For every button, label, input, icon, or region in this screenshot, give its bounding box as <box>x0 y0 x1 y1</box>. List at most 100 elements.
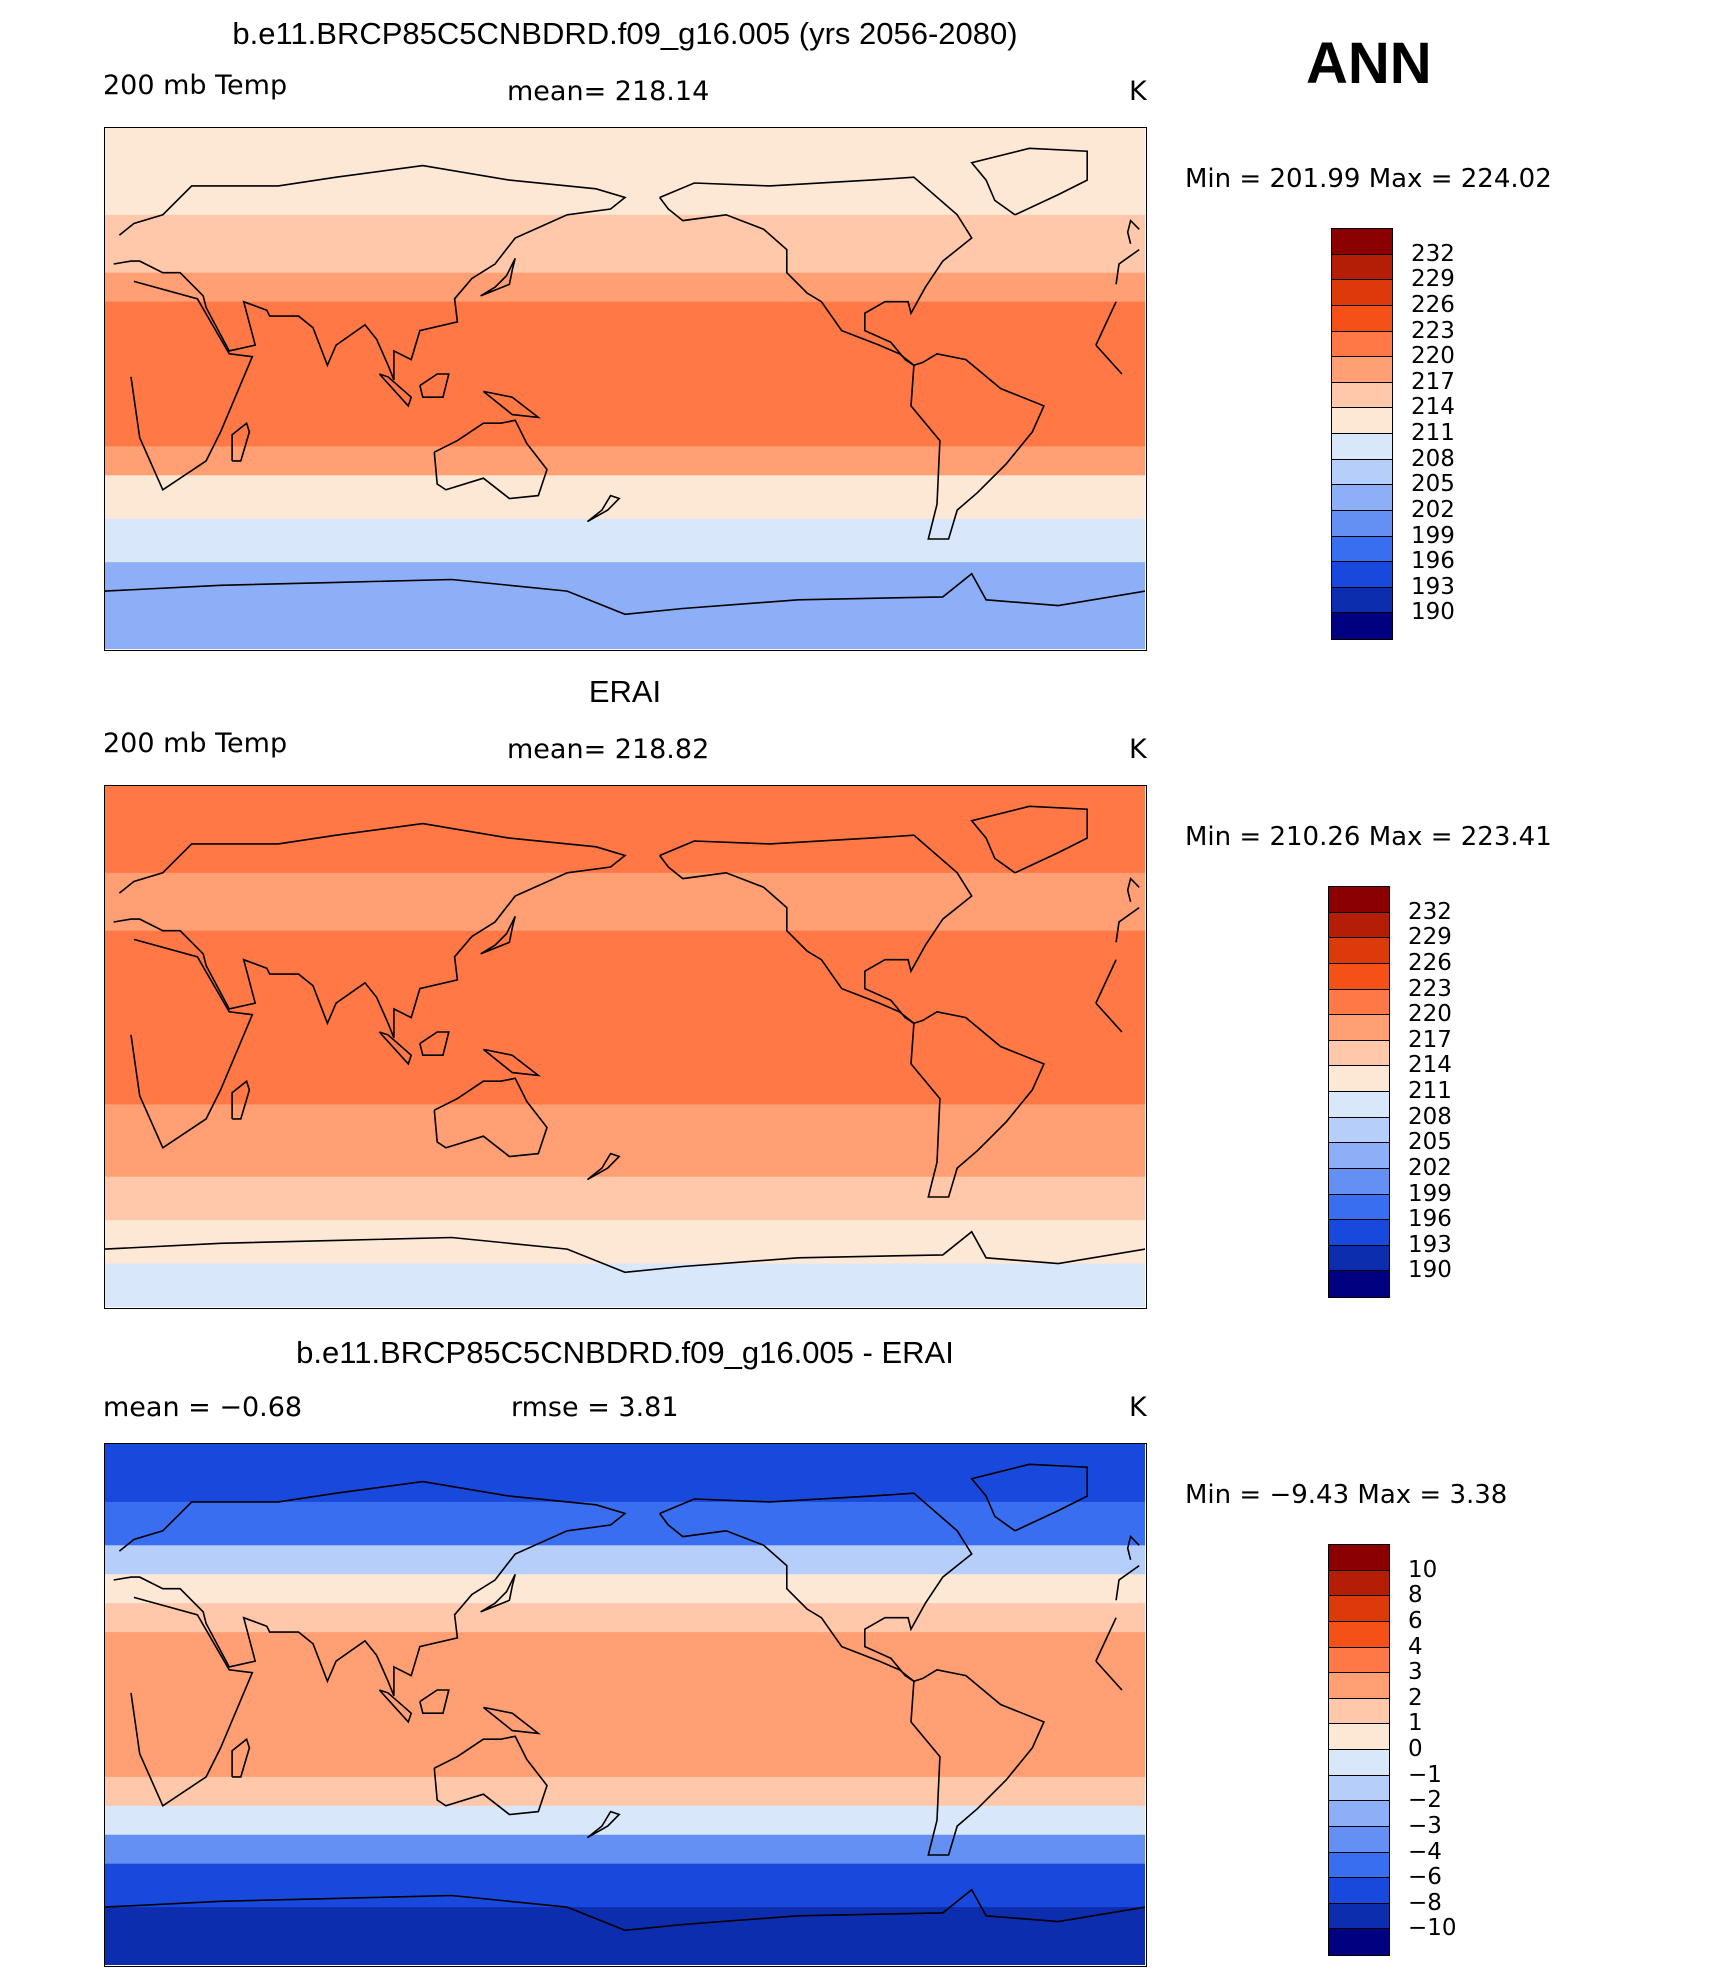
panel3-units-label: K <box>1129 1392 1147 1423</box>
colorbar-box-4 <box>1329 1647 1389 1674</box>
colorbar-label-12: 196 <box>1411 548 1455 575</box>
coastline-13 <box>482 1706 542 1735</box>
colorbar-label-14: −10 <box>1408 1915 1457 1942</box>
panel1-mean-label: mean= 218.14 <box>507 76 710 107</box>
colorbar-box-15 <box>1332 613 1392 639</box>
colorbar-box-2 <box>1332 280 1392 306</box>
coastline-1 <box>113 1480 1140 1697</box>
panel1-units-label: K <box>1129 76 1147 107</box>
map-band-7 <box>105 562 1145 649</box>
colorbar-label-7: 211 <box>1408 1078 1452 1104</box>
panel2-map-svg <box>105 786 1145 1307</box>
coastline-4 <box>910 1668 1045 1856</box>
colorbar-label-2: 6 <box>1408 1607 1423 1634</box>
colorbar-label-12: −6 <box>1408 1864 1442 1891</box>
panel1-map-svg <box>105 128 1145 649</box>
panel2-colorbar <box>1328 886 1390 1298</box>
coastline-1 <box>113 822 1140 1039</box>
colorbar-box-15 <box>1329 1929 1389 1955</box>
coastline-5 <box>970 147 1088 216</box>
colorbar-label-3: 4 <box>1408 1633 1423 1660</box>
panel2-minmax: Min = 210.26 Max = 223.41 <box>1185 822 1552 852</box>
colorbar-label-5: 2 <box>1408 1684 1423 1711</box>
coastline-6 <box>105 1230 1145 1274</box>
coastline-2 <box>433 1735 548 1816</box>
coastline-7 <box>480 1573 516 1613</box>
map-band-0 <box>105 1444 1145 1503</box>
colorbar-label-9: 205 <box>1411 471 1455 498</box>
coastline-10 <box>586 1152 621 1181</box>
panel3-title: b.e11.BRCP85C5CNBDRD.f09_g16.005 - ERAI <box>296 1335 954 1370</box>
colorbar-box-15 <box>1329 1271 1389 1297</box>
colorbar-label-2: 226 <box>1411 291 1455 318</box>
colorbar-label-1: 229 <box>1411 266 1455 293</box>
colorbar-label-7: 211 <box>1411 420 1455 446</box>
coastline-0 <box>130 938 1123 1149</box>
coastline-2 <box>433 1077 548 1158</box>
panel1-minmax: Min = 201.99 Max = 224.02 <box>1185 164 1552 194</box>
coastline-5 <box>970 1463 1088 1532</box>
colorbar-label-14: 190 <box>1408 1257 1452 1284</box>
colorbar-label-0: 232 <box>1408 898 1452 925</box>
colorbar-box-9 <box>1329 1117 1389 1144</box>
map-band-1 <box>105 872 1145 932</box>
colorbar-box-12 <box>1332 536 1392 563</box>
map-band-4 <box>105 1176 1145 1222</box>
colorbar-box-11 <box>1329 1826 1389 1853</box>
coastline-10 <box>586 1810 621 1839</box>
panel2-mean-label: mean= 218.82 <box>507 734 710 765</box>
colorbar-label-13: −8 <box>1408 1889 1442 1916</box>
colorbar-label-1: 229 <box>1408 924 1452 951</box>
coastline-11 <box>378 1031 413 1066</box>
colorbar-label-6: 214 <box>1408 1052 1452 1079</box>
coastline-6 <box>105 1888 1145 1932</box>
colorbar-box-7 <box>1332 408 1392 434</box>
colorbar-box-4 <box>1329 989 1389 1016</box>
colorbar-label-9: −2 <box>1408 1787 1442 1814</box>
coastline-3 <box>659 834 973 1024</box>
colorbar-box-8 <box>1329 1092 1389 1118</box>
map-band-0 <box>105 786 1145 874</box>
map-band-3 <box>105 1574 1145 1605</box>
colorbar-box-14 <box>1329 1903 1389 1930</box>
colorbar-label-8: 208 <box>1411 445 1455 472</box>
colorbar-label-8: 208 <box>1408 1103 1452 1130</box>
coastline-4 <box>910 352 1045 540</box>
colorbar-box-6 <box>1332 382 1392 409</box>
coastline-12 <box>419 1689 450 1714</box>
coastline-9 <box>231 1737 251 1778</box>
colorbar-box-0 <box>1332 229 1392 255</box>
map-band-7 <box>105 1805 1145 1836</box>
panel2-variable-label: 200 mb Temp <box>103 728 288 759</box>
map-band-2 <box>105 930 1145 1106</box>
coastline-12 <box>419 373 450 398</box>
colorbar-label-4: 3 <box>1408 1659 1423 1686</box>
colorbar-label-6: 214 <box>1411 394 1455 421</box>
colorbar-label-10: 202 <box>1408 1154 1452 1181</box>
map-band-0 <box>105 128 1145 216</box>
colorbar-box-0 <box>1329 1545 1389 1571</box>
colorbar-box-0 <box>1329 887 1389 913</box>
colorbar-box-5 <box>1332 357 1392 383</box>
colorbar-box-7 <box>1329 1724 1389 1750</box>
panel1-map <box>104 127 1147 651</box>
panel3-map <box>104 1443 1147 1967</box>
map-band-1 <box>105 214 1145 274</box>
colorbar-box-10 <box>1329 1801 1389 1827</box>
colorbar-box-14 <box>1332 587 1392 614</box>
panel3-minmax: Min = −9.43 Max = 3.38 <box>1185 1480 1508 1510</box>
map-band-2 <box>105 1545 1145 1576</box>
colorbar-label-4: 220 <box>1408 1001 1452 1028</box>
map-band-2 <box>105 272 1145 303</box>
colorbar-label-1: 8 <box>1408 1582 1423 1609</box>
map-band-3 <box>105 1104 1145 1178</box>
coastline-9 <box>231 1079 251 1120</box>
coastline-13 <box>482 390 542 419</box>
colorbar-box-14 <box>1329 1245 1389 1272</box>
coastline-11 <box>378 1689 413 1724</box>
season-label: ANN <box>1306 31 1432 96</box>
colorbar-box-8 <box>1332 434 1392 460</box>
colorbar-box-6 <box>1329 1698 1389 1725</box>
colorbar-box-1 <box>1329 1570 1389 1597</box>
map-band-5 <box>105 1632 1145 1778</box>
